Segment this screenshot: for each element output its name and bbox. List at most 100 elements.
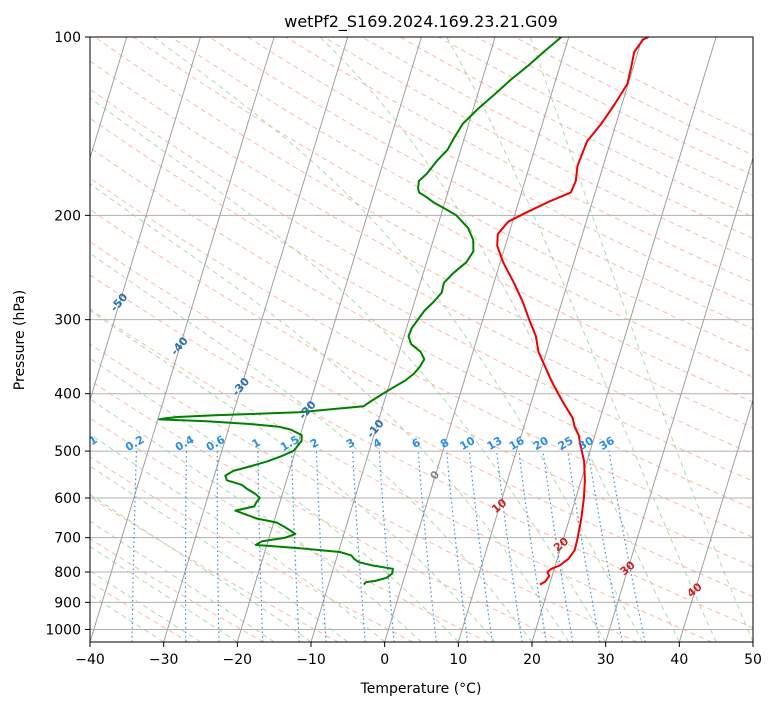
isotherm-label: -50 — [108, 290, 131, 314]
moist-adiabat — [90, 398, 422, 642]
moist-adiabats — [90, 37, 753, 642]
y-tick-label: 1000 — [45, 622, 81, 638]
dry-adiabat-label: 40 — [685, 580, 705, 600]
dry-adiabat — [170, 37, 753, 354]
isotherm-zero-label: 0 — [427, 468, 442, 482]
moist-adiabat — [446, 37, 717, 642]
chart-title: wetPf2_S169.2024.169.23.21.G09 — [284, 12, 558, 32]
dry-adiabat — [90, 496, 339, 642]
dry-adiabats — [90, 37, 753, 642]
isotherm-label: -70 — [0, 200, 11, 224]
x-tick-label: 30 — [597, 652, 615, 668]
x-tick-label: 20 — [523, 652, 541, 668]
dry-adiabat — [90, 538, 264, 642]
mixing-ratio-line — [90, 451, 91, 457]
isotherm-label: -40 — [168, 334, 191, 358]
dry-adiabat — [90, 274, 753, 629]
dry-adiabat — [90, 581, 190, 642]
isotherm-line — [678, 398, 753, 642]
dry-adiabat — [94, 37, 753, 403]
mixing-ratio-line — [518, 451, 547, 642]
y-tick-label: 700 — [54, 531, 81, 547]
mixing-ratio-line — [417, 451, 437, 642]
dry-adiabat — [247, 37, 753, 306]
mixing-ratio-label: 25 — [556, 434, 576, 453]
y-tick-label: 500 — [54, 444, 81, 460]
x-axis-ticks: −40 −30 −20 −10 0 10 20 30 40 50 — [75, 642, 762, 668]
mixing-ratio-line — [542, 451, 574, 642]
isotherm-line — [90, 37, 128, 160]
y-tick-label: 800 — [54, 565, 81, 581]
isotherm-line — [90, 37, 201, 402]
x-tick-label: −40 — [75, 652, 105, 668]
dry-adiabat — [209, 37, 753, 330]
mixing-ratio-line — [468, 451, 493, 642]
mixing-ratio-label: 36 — [597, 434, 617, 453]
moist-adiabat — [529, 37, 753, 642]
isotherm-line — [163, 37, 349, 642]
x-tick-label: 10 — [449, 652, 467, 668]
y-tick-label: 400 — [54, 387, 81, 403]
x-tick-label: −20 — [223, 652, 253, 668]
mixing-ratio-line — [257, 451, 264, 642]
plot-frame — [89, 36, 754, 643]
sounding-series — [158, 37, 649, 586]
isotherm-line — [310, 37, 496, 642]
moist-adiabat — [90, 570, 201, 642]
y-axis-label: Pressure (hPa) — [12, 290, 28, 390]
mixing-ratio-lines — [90, 450, 646, 642]
dry-adiabat — [132, 37, 753, 378]
mixing-ratio-line — [378, 451, 395, 642]
mixing-ratio-line — [567, 451, 601, 642]
mixing-ratio-line — [446, 451, 469, 642]
isotherms — [90, 37, 753, 642]
moist-adiabat — [90, 520, 275, 642]
mixing-ratio-line — [496, 451, 523, 642]
moist-adiabat — [90, 252, 533, 642]
x-tick-label: 0 — [380, 652, 389, 668]
x-axis-label: Temperature (°C) — [360, 681, 482, 697]
dry-adiabat — [90, 417, 488, 642]
mixing-ratio-label: 1 — [250, 436, 263, 451]
isotherm-line — [531, 37, 717, 642]
moist-adiabat — [90, 545, 238, 642]
isotherm-labels: -100-90-80-70-60-50-40-30-20-100 — [0, 200, 443, 482]
x-tick-label: 50 — [744, 652, 762, 668]
dry-adiabat — [90, 343, 638, 642]
mixing-ratio-line — [131, 451, 138, 642]
y-tick-label: 600 — [54, 491, 81, 507]
moist-adiabat — [90, 494, 312, 642]
dry-adiabat — [90, 456, 414, 642]
dry-adiabat — [90, 379, 563, 642]
pressure-gridlines — [90, 37, 753, 630]
dry-adiabat — [90, 60, 753, 429]
x-tick-label: 40 — [670, 652, 688, 668]
dry-adiabat — [90, 88, 753, 455]
dry-adiabat — [90, 308, 712, 642]
mixing-ratio-line — [587, 451, 623, 642]
dry-adiabat — [285, 37, 753, 284]
temperature-profile — [496, 37, 649, 586]
mixing-ratio-label: 0.1 — [76, 433, 99, 454]
y-tick-label: 900 — [54, 595, 81, 611]
mixing-ratio-label: 16 — [507, 434, 527, 453]
y-axis-ticks: 100 200 300 400 500 600 700 800 900 1000 — [45, 30, 90, 638]
moist-adiabat — [153, 37, 643, 642]
moist-adiabat — [319, 37, 680, 642]
dry-adiabat-label: 10 — [489, 496, 509, 516]
mixing-ratio-line — [216, 451, 220, 642]
mixing-ratio-label: 13 — [485, 434, 505, 453]
y-tick-label: 100 — [54, 30, 81, 46]
x-tick-label: −10 — [296, 652, 326, 668]
mixing-ratio-line — [352, 451, 366, 642]
dry-adiabat — [90, 177, 753, 538]
y-tick-label: 300 — [54, 313, 81, 329]
isotherm-label: -30 — [229, 375, 252, 399]
mixing-ratio-line — [291, 451, 300, 642]
mixing-ratio-line — [184, 451, 188, 642]
dry-adiabat — [90, 147, 753, 510]
isotherm-line — [457, 37, 643, 642]
mixing-ratio-label: 4 — [371, 436, 384, 451]
